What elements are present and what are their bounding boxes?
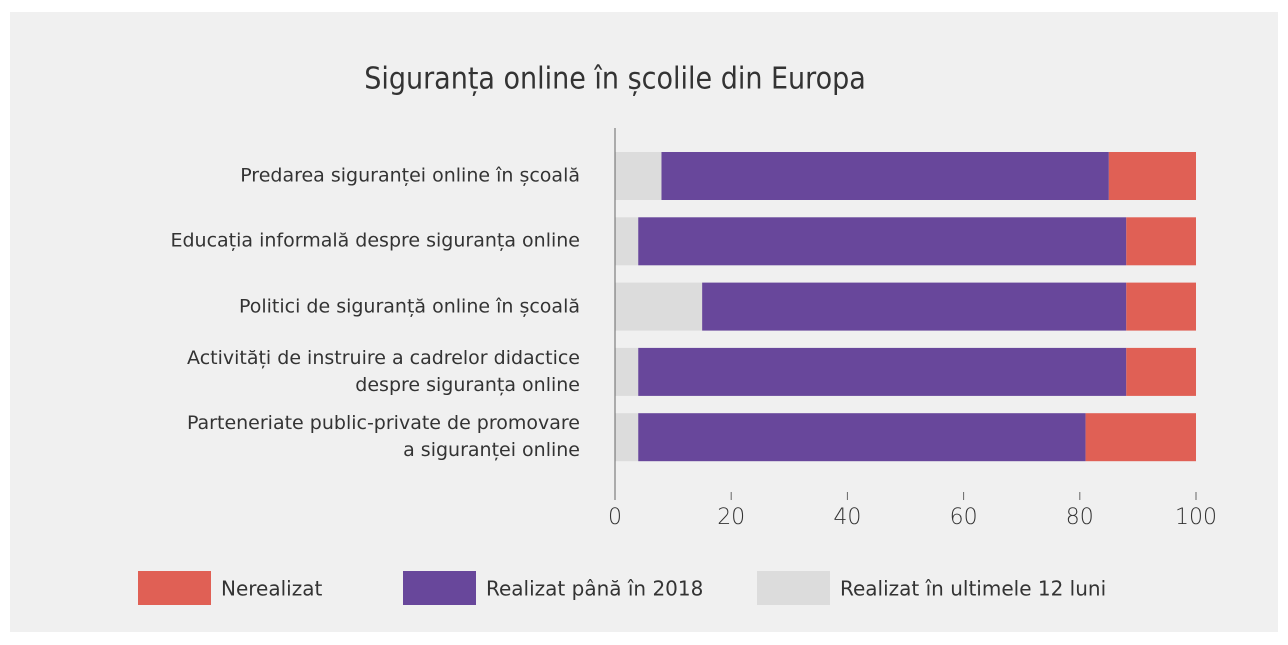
- bar-segment: [1126, 347, 1196, 396]
- legend-label: Realizat în ultimele 12 luni: [840, 577, 1106, 601]
- legend-label: Realizat până în 2018: [486, 577, 703, 601]
- category-label: Predarea siguranței online în școală: [240, 164, 580, 187]
- bar-segment: [615, 347, 639, 396]
- category-label: Activități de instruire a cadrelor didac…: [187, 346, 580, 396]
- legend-label: Nerealizat: [221, 577, 322, 601]
- bar-segment: [1126, 217, 1196, 266]
- bar-segment: [615, 413, 639, 462]
- legend-swatch: [403, 571, 476, 605]
- x-tick-label: 80: [1066, 505, 1094, 530]
- category-label: Parteneriate public-private de promovare…: [186, 412, 580, 462]
- x-tick-label: 0: [608, 505, 622, 530]
- bar-segment: [702, 282, 1127, 331]
- x-tick-label: 100: [1175, 505, 1217, 530]
- category-label: Politici de siguranță online în școală: [238, 295, 580, 318]
- bar-segment: [615, 282, 703, 331]
- bar-segment: [615, 152, 662, 200]
- chart-title: Siguranța online în școlile din Europa: [364, 62, 866, 97]
- x-tick-label: 20: [717, 505, 745, 530]
- legend-swatch: [757, 571, 830, 605]
- x-tick-label: 40: [833, 505, 861, 530]
- bar-segment: [1108, 152, 1196, 200]
- bar-segment: [661, 152, 1109, 200]
- bar-segment: [1126, 282, 1196, 331]
- x-tick-label: 60: [950, 505, 978, 530]
- bar-segment: [638, 347, 1127, 396]
- bar-segment: [615, 217, 639, 266]
- bar-segment: [638, 413, 1086, 462]
- legend-swatch: [138, 571, 211, 605]
- bar-segment: [1085, 413, 1196, 462]
- category-label: Educația informală despre siguranța onli…: [170, 229, 580, 252]
- bar-segment: [638, 217, 1127, 266]
